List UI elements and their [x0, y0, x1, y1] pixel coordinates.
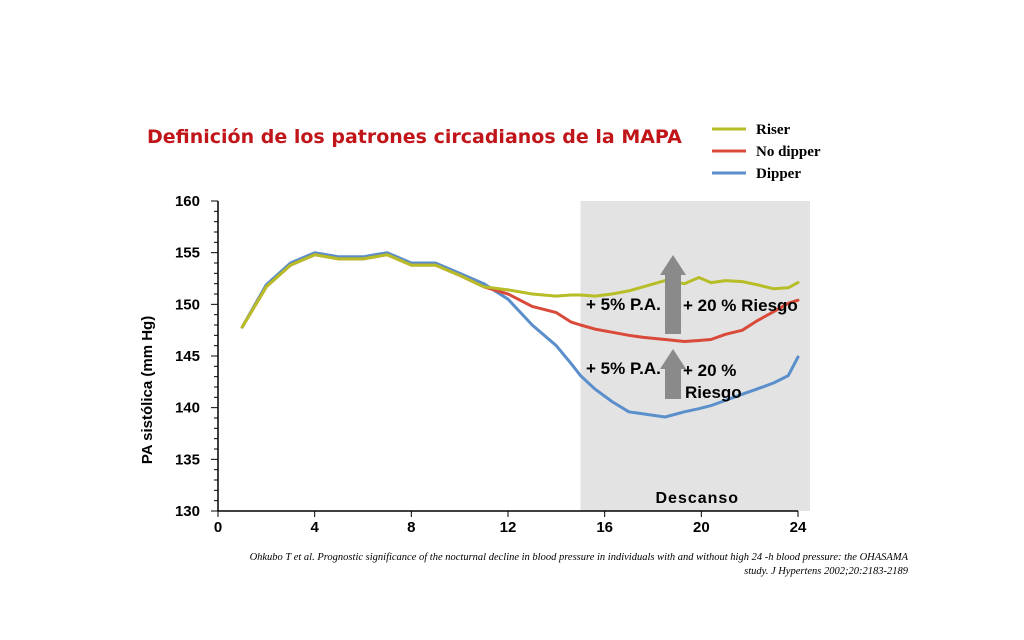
annotation-upper: + 5% P.A. + 20 % Riesgo: [586, 255, 798, 334]
x-tick-label: 16: [596, 519, 613, 536]
citation: Ohkubo T et al. Prognostic significance …: [249, 552, 908, 577]
x-tick-label: 20: [693, 519, 710, 536]
annotation-lower: + 5% P.A. + 20 % Riesgo: [586, 349, 742, 402]
chart-title: Definición de los patrones circadianos d…: [147, 126, 682, 148]
legend: Riser No dipper Dipper: [712, 122, 821, 182]
y-tick-label: 140: [175, 400, 200, 417]
legend-label: No dipper: [756, 144, 821, 160]
annotation-lower-pa: + 5% P.A.: [586, 359, 661, 378]
arrow-up-lower: [660, 349, 686, 399]
series-lines: [240, 251, 800, 419]
x-tick-label: 8: [407, 519, 415, 536]
x-tick-label: 24: [790, 519, 807, 536]
y-tick-label: 145: [175, 348, 200, 365]
legend-label: Dipper: [756, 166, 801, 182]
arrow-up-upper: [660, 255, 686, 334]
y-tick-label: 135: [175, 451, 200, 468]
axes: 130 135 140 145 150 155 160 0 4 8 12 16 20 24: [175, 193, 807, 536]
y-axis-label: PA sistólica (mm Hg): [139, 316, 156, 464]
descanso-band: [580, 201, 811, 511]
annotation-lower-riesgo-line2: Riesgo: [685, 383, 742, 402]
annotation-upper-riesgo: + 20 % Riesgo: [683, 296, 798, 315]
descanso-label: Descanso: [655, 490, 739, 507]
annotation-lower-riesgo-line1: + 20 %: [683, 361, 736, 380]
y-tick-label: 150: [175, 296, 200, 313]
y-tick-label: 160: [175, 193, 200, 210]
x-tick-label: 4: [310, 519, 319, 536]
x-tick-label: 0: [214, 519, 222, 536]
x-tick-label: 12: [500, 519, 517, 536]
legend-label: Riser: [756, 122, 790, 138]
y-tick-label: 155: [175, 245, 200, 262]
series-line-riser: [240, 253, 800, 329]
y-tick-label: 130: [175, 503, 200, 520]
series-line-dipper: [240, 251, 800, 419]
annotation-upper-pa: + 5% P.A.: [586, 295, 661, 314]
